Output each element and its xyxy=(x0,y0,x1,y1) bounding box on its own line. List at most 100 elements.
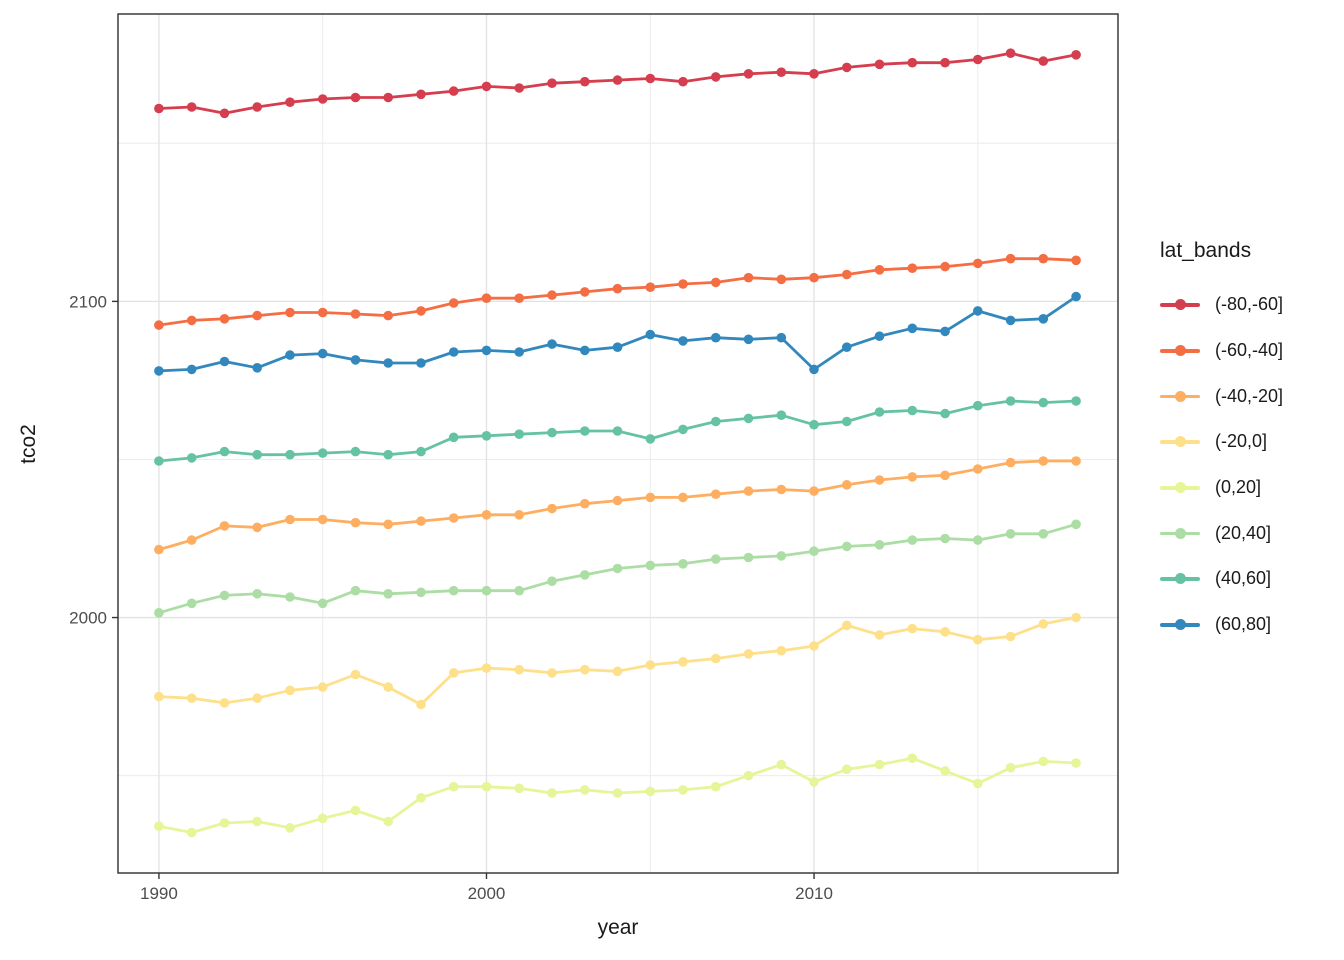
data-point xyxy=(186,315,197,326)
legend-item-label: (-60,-40] xyxy=(1215,340,1284,361)
data-point xyxy=(383,682,394,692)
data-point xyxy=(874,759,885,770)
data-point xyxy=(186,102,197,112)
legend-key-glyph xyxy=(1160,299,1200,311)
data-point xyxy=(1038,756,1049,767)
data-point xyxy=(612,495,623,506)
data-point xyxy=(481,293,492,304)
data-point xyxy=(317,813,328,824)
data-point xyxy=(645,73,656,84)
data-point xyxy=(350,309,361,319)
legend-item-label: (60,80] xyxy=(1215,614,1272,635)
data-point xyxy=(907,57,918,68)
data-point xyxy=(186,598,197,609)
data-point xyxy=(874,630,885,640)
y-axis-title: tco2 xyxy=(17,424,40,464)
legend-title: lat_bands xyxy=(1160,239,1252,262)
legend-item: (-60,-40] xyxy=(1160,328,1283,374)
data-point xyxy=(1038,56,1049,66)
legend-item: (-20,0] xyxy=(1160,419,1283,465)
data-point xyxy=(1071,456,1081,466)
data-point xyxy=(842,764,852,775)
data-point xyxy=(252,816,262,827)
data-point xyxy=(776,410,787,421)
data-point xyxy=(317,682,328,692)
data-point xyxy=(219,446,230,457)
legend: lat_bands (-80,-60] (-60,-40] (-40,-20] (-2… xyxy=(1160,238,1283,648)
data-point xyxy=(743,486,754,496)
data-point xyxy=(1005,529,1016,539)
data-point xyxy=(448,432,459,443)
data-point xyxy=(580,570,590,580)
data-point xyxy=(711,781,721,792)
data-point xyxy=(285,307,295,318)
data-point xyxy=(448,347,459,357)
data-point xyxy=(1038,619,1049,629)
legend-item-label: (0,20] xyxy=(1215,477,1262,498)
data-point xyxy=(1005,631,1016,642)
data-point xyxy=(481,781,492,792)
data-point xyxy=(645,282,656,293)
data-point xyxy=(317,448,328,458)
data-point xyxy=(678,559,688,569)
data-point xyxy=(776,551,787,561)
data-point xyxy=(842,416,852,427)
data-point xyxy=(776,332,787,343)
data-point xyxy=(776,759,787,770)
legend-item: (60,80] xyxy=(1160,602,1283,648)
x-tick-label: 1990 xyxy=(140,884,178,903)
data-point xyxy=(252,449,262,460)
data-point xyxy=(416,446,426,457)
y-tick-label: 2100 xyxy=(69,292,107,311)
data-point xyxy=(416,793,426,803)
data-point xyxy=(1071,396,1081,406)
data-point xyxy=(481,663,492,673)
data-point xyxy=(1071,758,1081,768)
data-point xyxy=(186,827,197,838)
data-point xyxy=(350,92,361,103)
data-point xyxy=(219,356,230,367)
data-point xyxy=(907,472,918,482)
data-point xyxy=(645,329,656,340)
data-point xyxy=(678,76,688,87)
panel-border xyxy=(117,13,1119,874)
data-point xyxy=(678,424,688,435)
data-point xyxy=(481,345,492,356)
data-point xyxy=(186,535,197,545)
data-point xyxy=(678,785,688,795)
data-point xyxy=(907,405,918,416)
data-point xyxy=(514,429,524,440)
legend-key-point xyxy=(1174,436,1186,448)
data-point xyxy=(874,407,885,417)
legend-item: (-40,-20] xyxy=(1160,373,1283,419)
legend-key-point xyxy=(1174,619,1186,631)
data-point xyxy=(973,306,983,316)
data-point xyxy=(580,426,590,436)
data-point xyxy=(1071,612,1081,623)
data-point xyxy=(350,585,361,596)
data-point xyxy=(907,623,918,634)
data-point xyxy=(612,788,623,798)
data-point xyxy=(252,693,262,703)
data-point xyxy=(1005,253,1016,264)
data-point xyxy=(842,480,852,490)
data-point xyxy=(547,668,557,678)
data-point xyxy=(416,587,426,598)
data-point xyxy=(350,446,361,457)
legend-key-glyph xyxy=(1160,436,1200,448)
data-point xyxy=(547,427,557,438)
data-point xyxy=(1005,48,1016,58)
data-point xyxy=(874,265,885,275)
data-point xyxy=(448,298,459,308)
data-point xyxy=(219,108,230,119)
x-axis-title: year xyxy=(597,916,639,939)
data-point xyxy=(154,821,164,831)
data-point xyxy=(350,669,361,680)
data-point xyxy=(547,576,557,586)
data-point xyxy=(154,366,164,376)
data-point xyxy=(907,323,918,334)
data-point xyxy=(383,589,394,599)
data-point xyxy=(842,342,852,353)
data-point xyxy=(645,434,656,444)
